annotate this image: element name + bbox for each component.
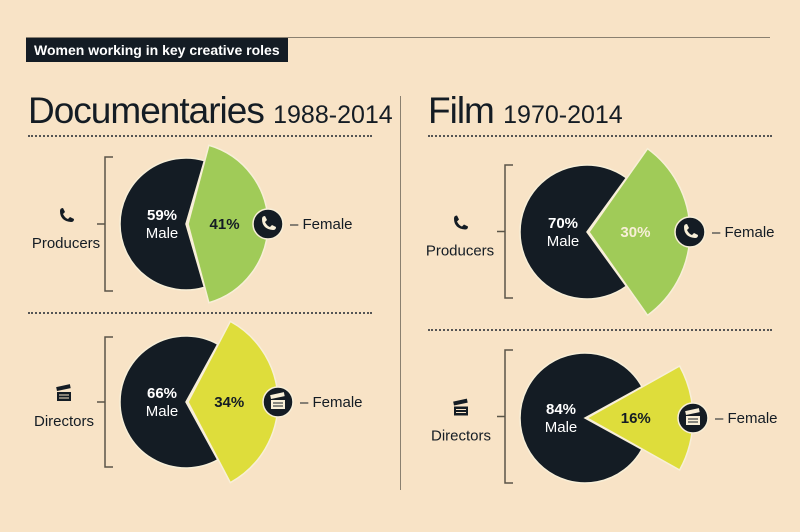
- clapperboard-top: [453, 398, 468, 406]
- bracket: [497, 349, 513, 484]
- dotted-divider: [428, 329, 772, 331]
- female-percent-label: 34%: [214, 394, 244, 411]
- pie-chart-directors: 84%Male 16% – Female Directors: [431, 349, 778, 484]
- female-legend-label: – Female: [290, 216, 353, 233]
- bracket: [497, 164, 513, 299]
- vertical-divider: [400, 96, 401, 490]
- role-label: Producers: [32, 235, 100, 252]
- phone-icon: [60, 208, 74, 222]
- male-percent-label: 70%: [548, 215, 578, 232]
- pie-chart-directors: 66%Male 34% – Female Directors: [34, 320, 363, 484]
- female-percent-label: 41%: [210, 216, 240, 233]
- clapperboard-top: [56, 384, 71, 391]
- dotted-divider: [28, 135, 372, 137]
- phone-icon: [454, 215, 468, 230]
- pie-chart-producers: 70%Male 30% – Female Producers: [426, 147, 775, 317]
- clapperboard-icon: [686, 416, 700, 425]
- pie-slice-male: [519, 164, 628, 300]
- clapperboard-top: [270, 392, 285, 399]
- infographic-tag: Women working in key creative roles: [26, 38, 288, 62]
- phone-icon: [684, 224, 698, 238]
- phone-icon: [262, 216, 276, 230]
- section-name: Film: [428, 90, 495, 131]
- female-legend-label: – Female: [712, 224, 775, 241]
- role-label: Producers: [426, 243, 494, 260]
- male-label: Male: [547, 233, 580, 250]
- female-legend-label: – Female: [300, 394, 363, 411]
- section-years: 1988-2014: [273, 101, 393, 129]
- pie-slice-male: [519, 352, 643, 484]
- pie-slice-male: [119, 335, 219, 469]
- pie-slice-male: [119, 157, 206, 291]
- clapperboard-icon: [454, 406, 468, 416]
- male-percent-label: 59%: [147, 207, 177, 224]
- female-percent-label: 16%: [621, 410, 651, 427]
- male-label: Male: [146, 403, 179, 420]
- female-legend-label: – Female: [715, 410, 778, 427]
- pie-chart-producers: 59%Male 41% – Female Producers: [32, 144, 353, 304]
- male-label: Male: [545, 419, 578, 436]
- section-title-film: Film 1970-2014: [428, 90, 623, 132]
- female-percent-label: 30%: [620, 224, 650, 241]
- male-percent-label: 66%: [147, 385, 177, 402]
- clapperboard-icon: [271, 400, 285, 409]
- bracket: [97, 156, 113, 292]
- male-percent-label: 84%: [546, 401, 576, 418]
- section-title-documentaries: Documentaries 1988-2014: [28, 90, 393, 132]
- section-name: Documentaries: [28, 90, 265, 131]
- top-rule: [26, 37, 770, 38]
- section-years: 1970-2014: [503, 101, 623, 129]
- clapperboard-top: [685, 408, 700, 415]
- male-label: Male: [146, 225, 179, 242]
- female-icon-badge: [252, 208, 284, 240]
- bracket: [97, 336, 113, 468]
- dotted-divider: [28, 312, 372, 314]
- clapperboard-icon: [57, 392, 71, 401]
- dotted-divider: [428, 135, 772, 137]
- role-label: Directors: [34, 413, 94, 430]
- role-label: Directors: [431, 428, 491, 445]
- female-icon-badge: [674, 216, 706, 248]
